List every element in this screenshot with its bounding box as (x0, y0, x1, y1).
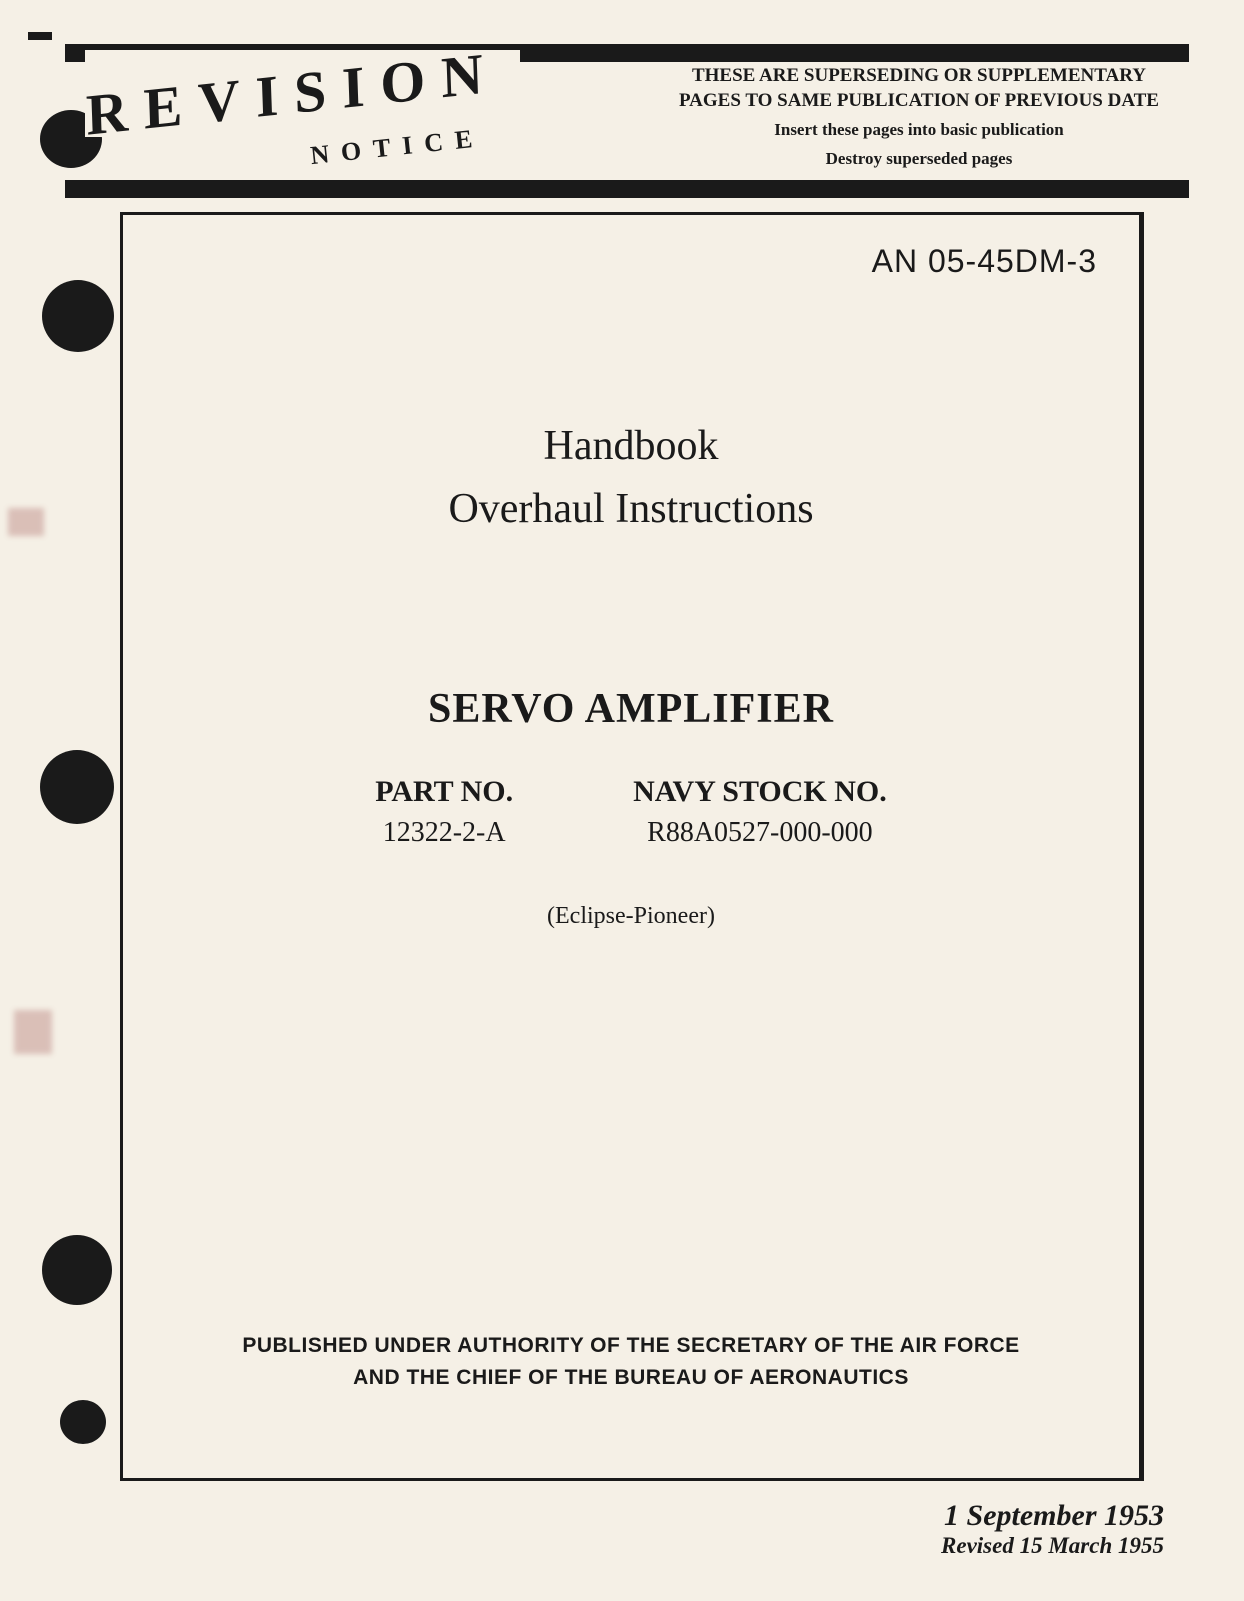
main-content-frame: AN 05-45DM-3 Handbook Overhaul Instructi… (120, 212, 1144, 1481)
edge-mark (28, 32, 52, 40)
part-section: PART NO. 12322-2-A NAVY STOCK NO. R88A05… (123, 775, 1139, 849)
part-number-column: PART NO. 12322-2-A (375, 775, 513, 849)
punch-hole-icon (40, 750, 114, 824)
second-rule-bar (65, 180, 1189, 198)
authority-line2: AND THE CHIEF OF THE BUREAU OF AERONAUTI… (123, 1362, 1139, 1394)
date-revised: Revised 15 March 1955 (941, 1533, 1164, 1559)
authority-line1: PUBLISHED UNDER AUTHORITY OF THE SECRETA… (123, 1330, 1139, 1362)
manufacturer: (Eclipse-Pioneer) (123, 903, 1139, 930)
document-number: AN 05-45DM-3 (872, 243, 1097, 280)
part-number-label: PART NO. (375, 775, 513, 809)
header-note-bold: THESE ARE SUPERSEDING OR SUPPLEMENTARY P… (669, 64, 1169, 113)
navy-stock-value: R88A0527-000-000 (633, 817, 887, 849)
main-title: SERVO AMPLIFIER (123, 685, 1139, 733)
part-number-value: 12322-2-A (375, 817, 513, 849)
smudge-mark (14, 1010, 52, 1054)
header-note-instruction2: Destroy superseded pages (669, 148, 1169, 171)
date-section: 1 September 1953 Revised 15 March 1955 (941, 1499, 1164, 1559)
handbook-line2: Overhaul Instructions (123, 478, 1139, 541)
header-note-instruction1: Insert these pages into basic publicatio… (669, 119, 1169, 142)
handbook-title: Handbook Overhaul Instructions (123, 415, 1139, 541)
date-main: 1 September 1953 (941, 1499, 1164, 1533)
revision-notice-block: REVISION NOTICE (85, 50, 520, 137)
navy-stock-column: NAVY STOCK NO. R88A0527-000-000 (633, 775, 887, 849)
handbook-line1: Handbook (123, 415, 1139, 478)
punch-hole-icon (42, 280, 114, 352)
smudge-mark (8, 508, 44, 536)
header-note: THESE ARE SUPERSEDING OR SUPPLEMENTARY P… (669, 64, 1169, 171)
punch-hole-icon (42, 1235, 112, 1305)
navy-stock-label: NAVY STOCK NO. (633, 775, 887, 809)
notice-label: NOTICE (309, 123, 486, 171)
publishing-authority: PUBLISHED UNDER AUTHORITY OF THE SECRETA… (123, 1330, 1139, 1393)
punch-hole-icon (60, 1400, 106, 1444)
